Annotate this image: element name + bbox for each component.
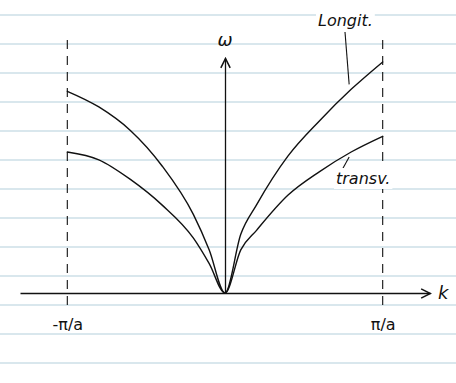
paper-line [0, 159, 456, 160]
y-axis-title: ω [217, 29, 232, 50]
x-tick-label: π/a [371, 315, 396, 334]
x-axis-title: k [438, 282, 450, 303]
paper-line [0, 14, 456, 15]
leader-line [345, 32, 349, 84]
y-axis-line [225, 59, 226, 294]
paper-line [0, 101, 456, 102]
curve-label: transv. [336, 169, 390, 188]
paper-lines [0, 15, 456, 363]
paper-line [0, 130, 456, 131]
label-patch [334, 168, 392, 189]
curve-labels: Longit. transv. [316, 10, 392, 189]
paper-line [0, 362, 456, 363]
x-tick-label: -π/a [53, 315, 84, 334]
label-patch [316, 10, 375, 31]
paper-line [0, 217, 456, 218]
paper-line [0, 304, 456, 305]
y-axis [225, 59, 226, 294]
tick-line [67, 40, 68, 306]
series-line [67, 136, 382, 293]
x-tick: π/a [371, 293, 396, 334]
x-tick: -π/a [53, 293, 84, 334]
paper-line [0, 246, 456, 247]
paper-line [0, 275, 456, 276]
x-axis: -π/a π/a [21, 293, 431, 334]
curve-label: Longit. [318, 11, 373, 30]
paper-line [0, 72, 456, 73]
chart: -π/a π/a k ω Longit. transv. [0, 0, 456, 383]
